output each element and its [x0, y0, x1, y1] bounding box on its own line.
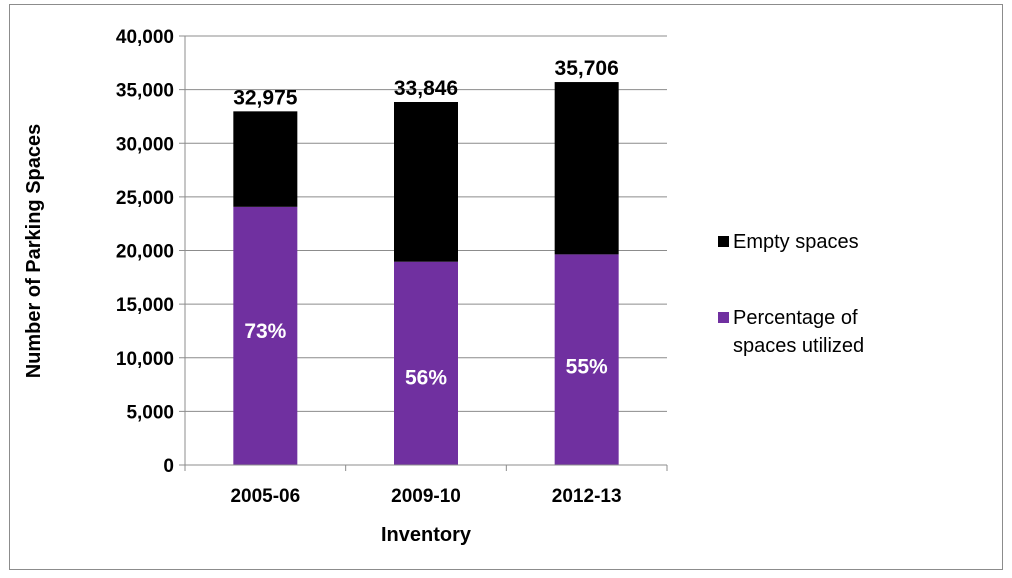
legend-label-empty: Empty spaces — [733, 231, 859, 253]
x-tick-label: 2005-06 — [230, 486, 300, 507]
tick-labels: 0 5,000 10,000 15,000 20,000 25,000 30,000 35,0… — [116, 27, 622, 507]
bar-empty — [233, 111, 298, 207]
total-label: 35,706 — [555, 57, 619, 80]
data-labels: 73% 32,975 56% 33,846 55% 35,706 — [233, 57, 619, 389]
y-axis-title: Number of Parking Spaces — [23, 124, 45, 379]
total-label: 32,975 — [233, 86, 298, 109]
bar-utilized — [233, 206, 298, 465]
y-tick-label: 0 — [163, 456, 174, 477]
y-tick-label: 10,000 — [116, 349, 174, 370]
bar-utilized — [554, 254, 619, 465]
bar-utilized — [394, 261, 458, 465]
x-tick-label: 2009-10 — [391, 486, 461, 507]
y-tick-label: 30,000 — [116, 134, 174, 155]
bars — [233, 82, 619, 465]
legend: Empty spaces Percentage of spaces utiliz… — [718, 231, 864, 357]
chart-frame — [9, 4, 1003, 570]
y-tick-label: 35,000 — [116, 81, 174, 102]
y-tick-label: 15,000 — [116, 295, 174, 316]
y-tick-label: 5,000 — [126, 402, 174, 423]
legend-swatch-empty — [718, 236, 729, 247]
y-tick-label: 20,000 — [116, 242, 174, 263]
percentage-label: 56% — [405, 366, 447, 389]
y-tick-label: 40,000 — [116, 27, 174, 48]
total-label: 33,846 — [394, 77, 458, 100]
y-tick-label: 25,000 — [116, 188, 174, 209]
x-tick-label: 2012-13 — [552, 486, 622, 507]
bar-empty — [554, 82, 619, 255]
bar-empty — [394, 102, 458, 262]
legend-swatch-utilized — [718, 312, 729, 323]
x-axis-title: Inventory — [381, 524, 472, 546]
legend-label-utilized: Percentage of spaces utilized — [733, 307, 864, 357]
axes — [179, 35, 668, 471]
percentage-label: 55% — [566, 356, 608, 379]
percentage-label: 73% — [244, 320, 286, 343]
